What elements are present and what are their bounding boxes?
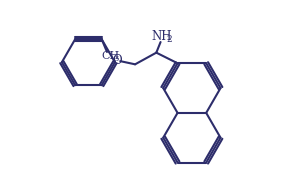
Text: O: O [112,54,122,67]
Text: CH: CH [101,51,119,61]
Text: 3: 3 [114,55,119,63]
Text: 2: 2 [166,35,172,44]
Text: NH: NH [151,30,172,43]
